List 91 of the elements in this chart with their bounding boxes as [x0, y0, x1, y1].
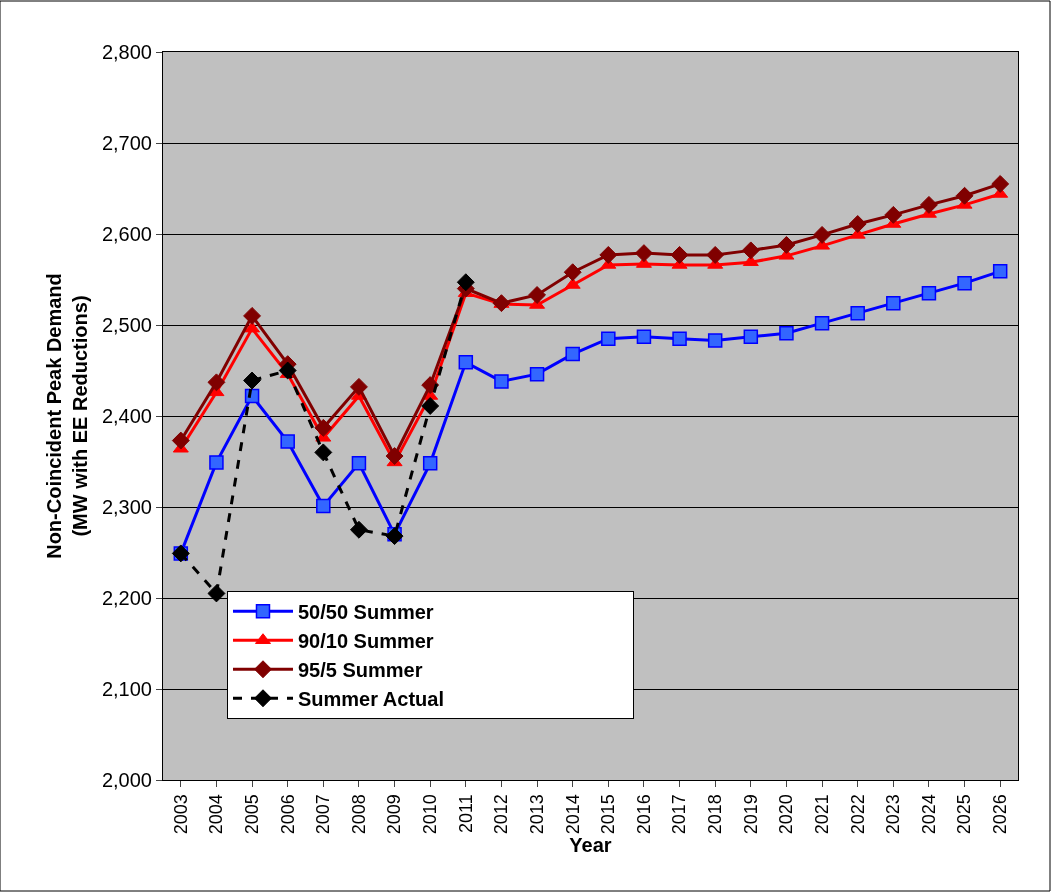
point — [601, 331, 616, 346]
point — [209, 455, 224, 470]
point — [850, 305, 865, 321]
x-tick-label: 2026 — [990, 794, 1011, 835]
y-tick-label: 2,100 — [101, 678, 152, 700]
point — [991, 175, 1010, 193]
point — [243, 306, 262, 325]
point — [278, 361, 297, 380]
point — [634, 244, 653, 263]
point — [743, 329, 759, 345]
legend-label: 50/50 Summer — [297, 601, 434, 624]
point — [529, 366, 545, 382]
x-tick-label: 2019 — [740, 794, 761, 835]
point — [564, 277, 581, 289]
point — [314, 443, 333, 462]
x-tick-label: 2024 — [918, 794, 939, 835]
point — [777, 235, 796, 254]
point — [707, 333, 723, 348]
point — [314, 418, 333, 437]
point — [706, 245, 725, 264]
x-tick-label: 2020 — [776, 794, 797, 835]
x-tick-label: 2008 — [348, 794, 369, 835]
x-tick-label: 2013 — [526, 794, 547, 835]
legend-label: 90/10 Summer — [297, 630, 434, 653]
point — [955, 186, 974, 205]
legend-label: Summer Actual — [297, 688, 444, 711]
point — [458, 355, 474, 370]
point — [848, 215, 867, 233]
point — [243, 371, 262, 390]
point — [207, 373, 226, 392]
point — [599, 245, 618, 264]
x-tick-label: 2003 — [170, 794, 191, 835]
y-tick-label: 2,000 — [101, 769, 152, 791]
x-tick-label: 2005 — [241, 794, 262, 835]
point — [919, 195, 938, 214]
x-tick-label: 2006 — [277, 794, 298, 835]
point — [421, 397, 440, 415]
x-tick-label: 2011 — [455, 794, 476, 833]
y-tick-label: 2,300 — [101, 496, 152, 518]
x-tick-label: 2022 — [847, 794, 868, 835]
point — [316, 498, 331, 514]
x-tick-label: 2017 — [669, 794, 690, 835]
x-tick-label: 2012 — [491, 794, 512, 835]
point — [670, 245, 689, 264]
y-axis-title: Non-Coincident Peak Demand (MW with EE Reductions) — [43, 273, 92, 559]
point — [349, 520, 368, 539]
point — [779, 325, 794, 341]
x-tick-label: 2015 — [598, 794, 619, 835]
point — [884, 205, 903, 224]
point — [385, 527, 404, 546]
y-tick-label: 2,500 — [101, 314, 152, 336]
point — [672, 331, 687, 346]
x-axis-title: Year — [569, 834, 612, 857]
x-tick-label: 2004 — [206, 794, 227, 835]
point — [207, 584, 226, 603]
point — [814, 315, 830, 331]
point — [565, 346, 580, 362]
legend-label: 95/5 Summer — [297, 659, 423, 682]
point — [563, 263, 582, 282]
point — [813, 225, 832, 244]
x-tick-label: 2014 — [562, 794, 583, 835]
point — [636, 329, 652, 345]
y-tick-label: 2,200 — [101, 587, 152, 609]
point — [992, 264, 1008, 279]
x-tick-label: 2025 — [954, 794, 975, 835]
point — [494, 374, 509, 389]
x-tick-label: 2016 — [633, 794, 654, 835]
y-tick-label: 2,700 — [101, 132, 152, 154]
point — [957, 275, 972, 291]
x-tick-label: 2010 — [420, 794, 441, 835]
point — [921, 285, 937, 301]
x-tick-label: 2018 — [705, 794, 726, 835]
point — [456, 273, 475, 292]
point — [492, 294, 511, 313]
x-tick-label: 2023 — [883, 794, 904, 835]
point — [886, 295, 901, 311]
point — [741, 241, 760, 260]
x-tick-label: 2021 — [811, 794, 832, 835]
point — [385, 447, 404, 465]
x-tick-label: 2009 — [384, 794, 405, 835]
point — [528, 286, 547, 304]
y-tick-label: 2,400 — [101, 405, 152, 427]
point — [351, 456, 367, 471]
y-tick-label: 2,800 — [101, 41, 152, 63]
point — [244, 321, 261, 333]
point — [349, 377, 368, 396]
x-tick-label: 2007 — [313, 794, 334, 835]
point — [422, 456, 438, 471]
point — [171, 431, 190, 450]
y-tick-label: 2,600 — [101, 223, 152, 245]
point — [280, 434, 295, 449]
